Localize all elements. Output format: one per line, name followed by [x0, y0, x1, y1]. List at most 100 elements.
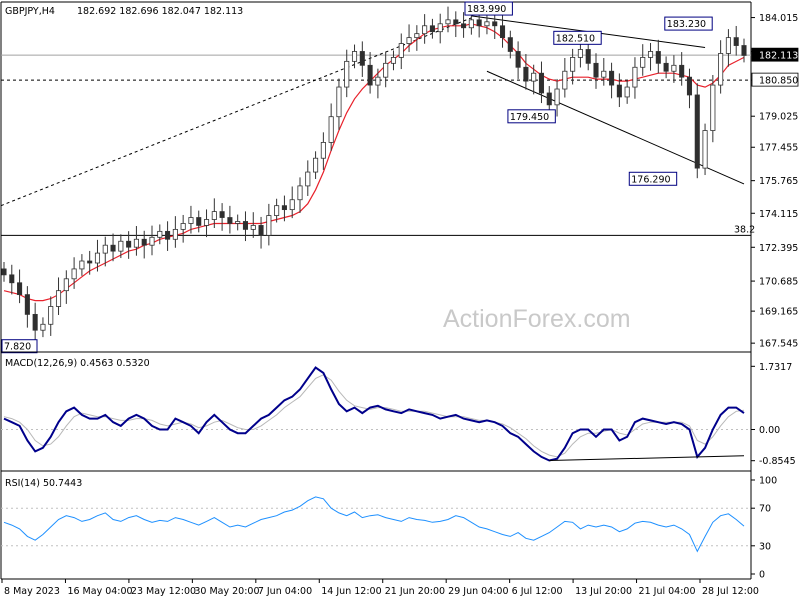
macd-y-tick-label: 1.7317: [759, 362, 792, 373]
macd-lines: [1, 366, 751, 462]
candle-body: [609, 70, 615, 86]
candle-body: [110, 244, 116, 252]
price-annotation-box: [628, 171, 678, 186]
macd-divergence-line: [549, 455, 745, 462]
current-price-tag-label: 182.113: [759, 51, 798, 62]
candle-body: [87, 260, 93, 264]
candle-body: [515, 51, 521, 68]
candle-body: [313, 157, 319, 173]
x-tick-label: 23 May 12:00: [131, 586, 196, 597]
candle-body: [328, 116, 334, 143]
rsi-y-tick-label: 0: [759, 570, 765, 581]
candle-body: [219, 211, 225, 218]
x-tick-label: 14 Jun 12:00: [321, 586, 381, 597]
chart-header-symbol: GBPJPY,H4: [5, 6, 55, 17]
candle-body: [274, 205, 280, 216]
candle-body: [531, 72, 537, 82]
price-annotation-label: 7.820: [4, 342, 31, 353]
candle-body: [250, 225, 256, 230]
candle-body: [570, 56, 576, 72]
price-y-axis: 184.015182.295180.850179.025177.455175.7…: [751, 13, 799, 350]
rsi-panel[interactable]: 100 70 30 0 RSI(14) 50.7443: [0, 471, 777, 581]
candle-body: [40, 323, 46, 331]
macd-panel[interactable]: 1.7317 0.00 -0.8545 MACD(12,26,9) 0.4563 0…: [0, 351, 796, 472]
candle-body: [546, 92, 552, 106]
current-price-tag-box: [751, 47, 799, 62]
x-tick-label: 8 May 2023: [4, 586, 60, 597]
x-tick-label: 16 May 04:00: [67, 586, 132, 597]
price-y-tick-label: 167.545: [759, 339, 798, 350]
rsi-y-axis: 100 70 30 0: [751, 476, 777, 581]
candle-body: [172, 228, 178, 240]
chart-header-ohlc: 182.692 182.696 182.047 182.113: [77, 6, 243, 17]
candle-body: [71, 268, 77, 280]
candle-body: [196, 217, 202, 226]
rsi-title: RSI(14) 50.7443: [5, 478, 82, 489]
price-annotation-label: 183.230: [667, 19, 706, 30]
candle-body: [297, 185, 303, 201]
x-tick-label: 13 Jul 20:00: [575, 586, 632, 597]
candle-body: [375, 76, 381, 86]
candle-body: [741, 45, 747, 56]
candle-body: [492, 21, 498, 27]
candle-body: [305, 171, 311, 187]
candle-body: [593, 62, 599, 78]
price-y-tick-label: 184.015: [759, 13, 798, 24]
price-annotations: 183.990 182.510 183.230 179.450 176.290 7.820: [1, 1, 713, 354]
candle-body: [235, 221, 241, 224]
price-y-tick-label: 174.115: [759, 209, 798, 220]
candle-body: [647, 51, 654, 58]
candle-body: [406, 37, 412, 44]
candle-body: [55, 290, 62, 307]
candle-body: [258, 225, 264, 236]
candle-body: [141, 238, 147, 246]
macd-title: MACD(12,26,9) 0.4563 0.5320: [5, 358, 150, 369]
x-tick-label: 21 Jun 20:00: [385, 586, 445, 597]
candle-body: [157, 230, 163, 238]
macd-line: [3, 366, 745, 462]
candle-body: [398, 43, 404, 58]
candle-body: [616, 84, 622, 98]
price-panel[interactable]: 38.2 183.990 182.510 183.230 179.450 176.290…: [0, 1, 799, 354]
price-y-tick-label: 179.025: [759, 112, 798, 123]
candle-body: [679, 64, 685, 78]
candle-body: [663, 62, 669, 72]
candle-body: [344, 60, 350, 88]
candle-body: [624, 86, 630, 98]
candle-body: [437, 23, 443, 33]
candle-body: [188, 217, 194, 224]
candle-body: [640, 56, 646, 68]
candle-body: [126, 240, 132, 248]
candle-body: [149, 236, 155, 246]
candle-body: [476, 19, 482, 27]
candle-body: [242, 221, 249, 230]
candle-body: [702, 130, 708, 169]
price-annotation-label: 176.290: [631, 174, 670, 185]
candle-body: [523, 66, 529, 82]
candle-body: [9, 274, 15, 284]
watermark: ActionForex.com: [443, 305, 631, 333]
price-y-tick-label: 172.395: [759, 243, 798, 254]
rsi-y-tick-label: 70: [759, 504, 771, 515]
candle-body: [289, 199, 295, 211]
candle-body: [445, 19, 451, 25]
candle-body: [429, 25, 435, 33]
candle-body: [710, 84, 716, 131]
candle-body: [32, 313, 38, 331]
candle-body: [133, 238, 139, 248]
candle-body: [227, 217, 233, 224]
candle-body: [461, 23, 467, 29]
candle-body: [94, 252, 101, 264]
candle-body: [63, 278, 69, 292]
candle-body: [336, 86, 342, 118]
candle-body: [367, 64, 373, 86]
candle-body: [211, 211, 217, 220]
candle-body: [351, 51, 358, 62]
candle-body: [671, 64, 677, 72]
candle-body: [655, 51, 661, 64]
price-annotation-box: [464, 1, 513, 16]
candle-body: [577, 49, 583, 58]
